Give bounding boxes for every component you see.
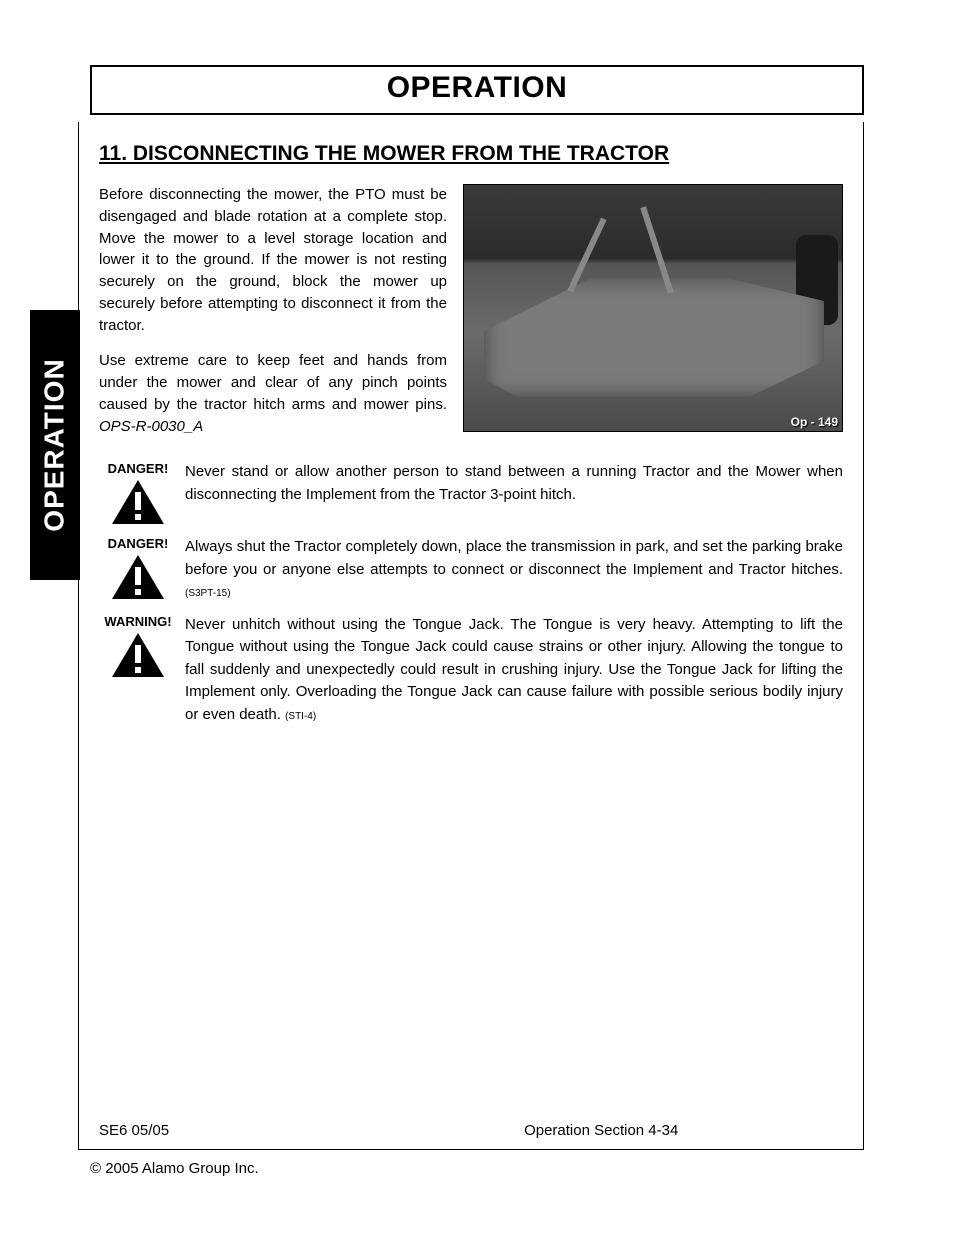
alert-row: DANGER! Never stand or allow another per… [99,461,843,526]
alert-label-col: WARNING! [99,614,177,679]
alert-body: Never stand or allow another person to s… [185,463,843,503]
footer-center: Operation Section 4-34 [359,1122,843,1139]
alert-label-col: DANGER! [99,461,177,526]
alert-text: Never stand or allow another person to s… [185,461,843,506]
warning-triangle-icon [110,553,166,601]
intro-block: Op - 149 Before disconnecting the mower,… [99,184,843,451]
copyright: © 2005 Alamo Group Inc. [90,1160,259,1177]
warning-triangle-icon [110,631,166,679]
warning-triangle-icon [110,478,166,526]
alert-row: DANGER! Always shut the Tractor complete… [99,536,843,604]
reference-code: OPS-R-0030_A [99,418,203,435]
content-frame: 11. DISCONNECTING THE MOWER FROM THE TRA… [78,122,864,1150]
alert-label-col: DANGER! [99,536,177,601]
footer-left: SE6 05/05 [99,1122,359,1139]
alert-code: (STI-4) [285,711,316,722]
page-title: OPERATION [92,71,862,105]
danger-label: DANGER! [108,536,169,551]
section-heading: 11. DISCONNECTING THE MOWER FROM THE TRA… [99,142,843,166]
photo-mower-shape [484,277,824,397]
photo-caption: Op - 149 [791,415,838,429]
side-tab: OPERATION [30,310,80,580]
side-tab-label: OPERATION [39,358,71,531]
alert-text: Always shut the Tractor completely down,… [185,536,843,604]
page-title-box: OPERATION [90,65,864,115]
footer: SE6 05/05 Operation Section 4-34 [99,1122,843,1139]
intro-paragraph-2-text: Use extreme care to keep feet and hands … [99,352,447,413]
alert-row: WARNING! Never unhitch without using the… [99,614,843,727]
alert-text: Never unhitch without using the Tongue J… [185,614,843,727]
mower-photo: Op - 149 [463,184,843,432]
alert-code: (S3PT-15) [185,588,231,599]
danger-label: DANGER! [108,461,169,476]
alert-body: Always shut the Tractor completely down,… [185,538,843,578]
warning-label: WARNING! [104,614,171,629]
alert-body: Never unhitch without using the Tongue J… [185,616,843,723]
